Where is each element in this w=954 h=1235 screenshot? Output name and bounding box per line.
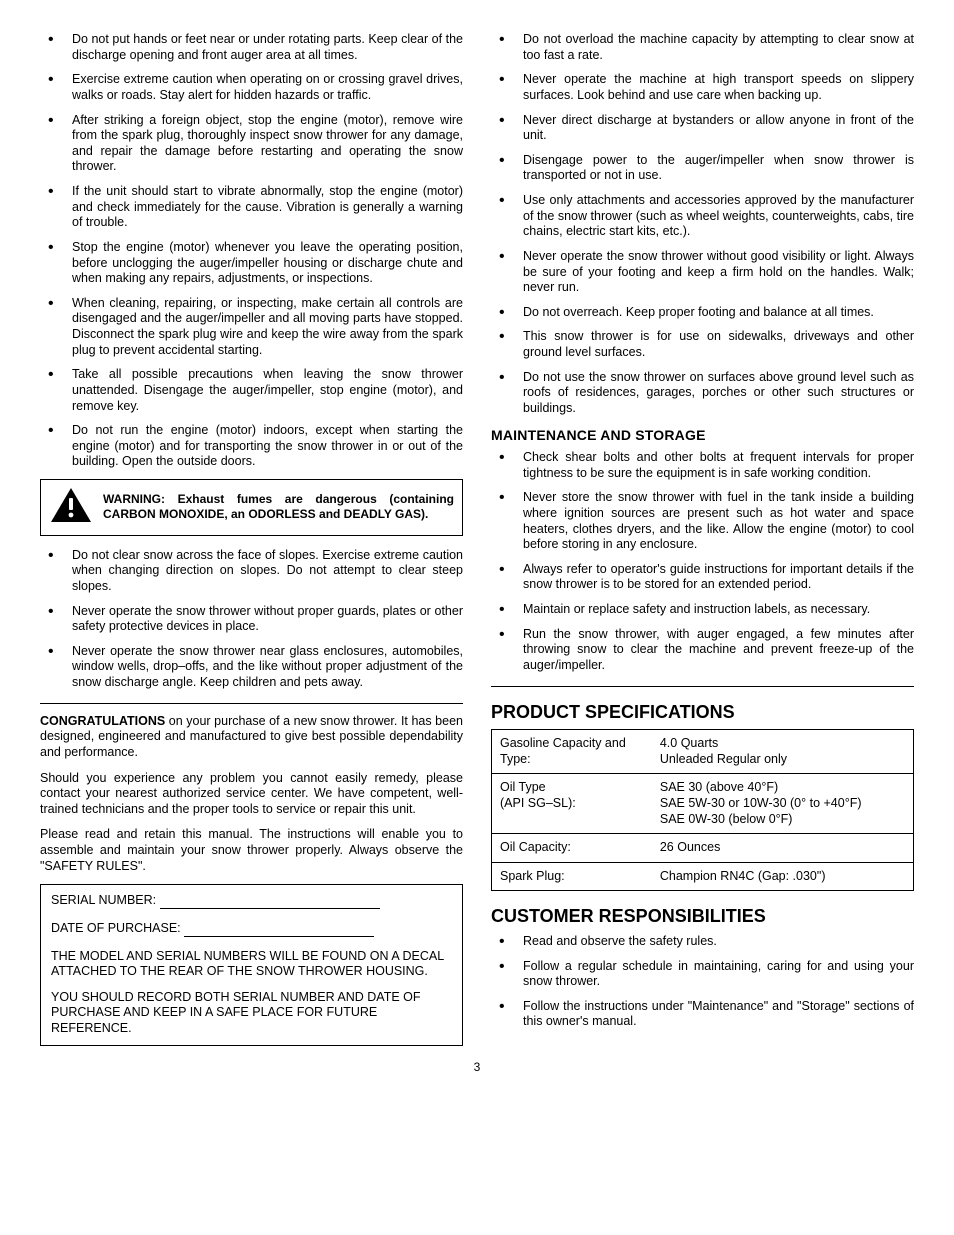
list-item: Take all possible precautions when leavi… — [40, 367, 463, 414]
two-column-layout: Do not put hands or feet near or under r… — [40, 32, 914, 1046]
table-row: Spark Plug:Champion RN4C (Gap: .030") — [492, 862, 914, 891]
spec-label: Spark Plug: — [492, 862, 652, 891]
spec-value: Champion RN4C (Gap: .030") — [652, 862, 914, 891]
date-purchase-label: DATE OF PURCHASE: — [51, 921, 184, 935]
warning-box: WARNING: Exhaust fumes are dangerous (co… — [40, 479, 463, 536]
serial-number-label: SERIAL NUMBER: — [51, 893, 160, 907]
product-spec-heading: PRODUCT SPECIFICATIONS — [491, 701, 914, 724]
spec-label: Oil Type (API SG–SL): — [492, 774, 652, 834]
spec-label: Oil Capacity: — [492, 834, 652, 863]
list-item: Exercise extreme caution when operating … — [40, 72, 463, 103]
table-row: Oil Type (API SG–SL):SAE 30 (above 40°F)… — [492, 774, 914, 834]
list-item: Do not use the snow thrower on surfaces … — [491, 370, 914, 417]
list-item: Do not put hands or feet near or under r… — [40, 32, 463, 63]
list-item: Disengage power to the auger/impeller wh… — [491, 153, 914, 184]
maintenance-bullets: Check shear bolts and other bolts at fre… — [491, 450, 914, 674]
warning-text: WARNING: Exhaust fumes are dangerous (co… — [103, 492, 454, 522]
list-item: Never operate the snow thrower near glas… — [40, 644, 463, 691]
left-column: Do not put hands or feet near or under r… — [40, 32, 463, 1046]
list-item: Check shear bolts and other bolts at fre… — [491, 450, 914, 481]
safety-bullets-right: Do not overload the machine capacity by … — [491, 32, 914, 417]
list-item: Never store the snow thrower with fuel i… — [491, 490, 914, 553]
list-item: Follow the instructions under "Maintenan… — [491, 999, 914, 1030]
list-item: Follow a regular schedule in maintaining… — [491, 959, 914, 990]
list-item: When cleaning, repairing, or inspecting,… — [40, 296, 463, 359]
spec-table: Gasoline Capacity and Type:4.0 Quarts Un… — [491, 729, 914, 891]
date-purchase-field[interactable] — [184, 925, 374, 937]
warning-triangle-icon — [49, 486, 93, 529]
safety-bullets-mid: Do not clear snow across the face of slo… — [40, 548, 463, 691]
spec-value: 4.0 Quarts Unleaded Regular only — [652, 730, 914, 774]
congratulations-paragraph: CONGRATULATIONS on your purchase of a ne… — [40, 714, 463, 761]
horizontal-rule — [40, 703, 463, 704]
list-item: If the unit should start to vibrate abno… — [40, 184, 463, 231]
serial-number-line: SERIAL NUMBER: — [51, 893, 452, 909]
spec-value: 26 Ounces — [652, 834, 914, 863]
list-item: Never operate the snow thrower without p… — [40, 604, 463, 635]
customer-resp-heading: CUSTOMER RESPONSIBILITIES — [491, 905, 914, 928]
list-item: This snow thrower is for use on sidewalk… — [491, 329, 914, 360]
date-purchase-line: DATE OF PURCHASE: — [51, 921, 452, 937]
list-item: After striking a foreign object, stop th… — [40, 113, 463, 176]
list-item: Use only attachments and accessories app… — [491, 193, 914, 240]
list-item: Read and observe the safety rules. — [491, 934, 914, 950]
list-item: Never direct discharge at bystanders or … — [491, 113, 914, 144]
page-number: 3 — [40, 1060, 914, 1075]
read-manual-paragraph: Please read and retain this manual. The … — [40, 827, 463, 874]
serial-record-note: YOU SHOULD RECORD BOTH SERIAL NUMBER AND… — [51, 990, 452, 1037]
list-item: Stop the engine (motor) whenever you lea… — [40, 240, 463, 287]
table-row: Oil Capacity:26 Ounces — [492, 834, 914, 863]
list-item: Do not clear snow across the face of slo… — [40, 548, 463, 595]
spec-value: SAE 30 (above 40°F) SAE 5W-30 or 10W-30 … — [652, 774, 914, 834]
right-column: Do not overload the machine capacity by … — [491, 32, 914, 1046]
serial-location-note: THE MODEL AND SERIAL NUMBERS WILL BE FOU… — [51, 949, 452, 980]
congrats-lead: CONGRATULATIONS — [40, 714, 165, 728]
list-item: Do not overreach. Keep proper footing an… — [491, 305, 914, 321]
list-item: Never operate the snow thrower without g… — [491, 249, 914, 296]
list-item: Maintain or replace safety and instructi… — [491, 602, 914, 618]
maintenance-heading: MAINTENANCE AND STORAGE — [491, 427, 914, 445]
list-item: Do not overload the machine capacity by … — [491, 32, 914, 63]
list-item: Never operate the machine at high transp… — [491, 72, 914, 103]
serial-number-field[interactable] — [160, 897, 380, 909]
list-item: Do not run the engine (motor) indoors, e… — [40, 423, 463, 470]
list-item: Run the snow thrower, with auger engaged… — [491, 627, 914, 674]
safety-bullets-top: Do not put hands or feet near or under r… — [40, 32, 463, 470]
service-paragraph: Should you experience any problem you ca… — [40, 771, 463, 818]
horizontal-rule — [491, 686, 914, 687]
customer-resp-bullets: Read and observe the safety rules. Follow… — [491, 934, 914, 1030]
spec-label: Gasoline Capacity and Type: — [492, 730, 652, 774]
table-row: Gasoline Capacity and Type:4.0 Quarts Un… — [492, 730, 914, 774]
list-item: Always refer to operator's guide instruc… — [491, 562, 914, 593]
serial-number-box: SERIAL NUMBER: DATE OF PURCHASE: THE MOD… — [40, 884, 463, 1045]
